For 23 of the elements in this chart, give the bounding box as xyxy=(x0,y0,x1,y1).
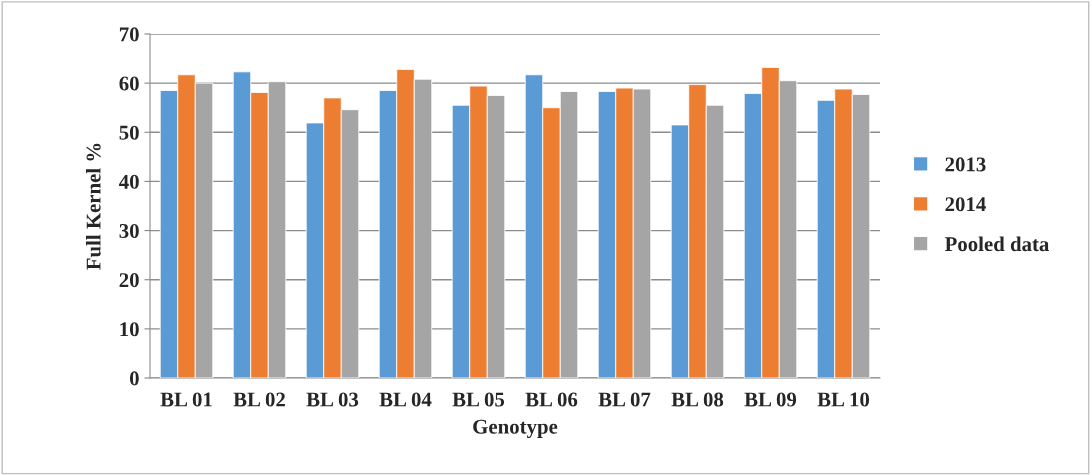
y-tick-label: 10 xyxy=(120,322,139,337)
x-tick-label: BL 08 xyxy=(671,392,724,407)
y-tick-label: 40 xyxy=(119,174,139,189)
y-tick-label: 0 xyxy=(129,371,139,386)
x-tick-label: BL 05 xyxy=(452,392,505,407)
x-tick-label: BL 10 xyxy=(817,392,870,407)
legend-label: Pooled data xyxy=(944,236,1050,252)
y-tick-label: 50 xyxy=(119,125,139,140)
y-tick-label: 60 xyxy=(119,76,139,91)
x-tick-label: BL 09 xyxy=(744,392,797,407)
y-tick-label: 70 xyxy=(119,27,139,42)
x-tick-label: BL 03 xyxy=(306,392,359,407)
x-tick-label: BL 06 xyxy=(525,392,578,407)
x-axis-title: Genotype xyxy=(473,419,558,439)
x-tick-label: BL 01 xyxy=(160,392,212,407)
x-tick-label: BL 04 xyxy=(379,392,432,407)
legend-label: 2013 xyxy=(945,157,986,172)
x-tick-label: BL 07 xyxy=(598,392,651,407)
y-axis-title: Full Kernel % xyxy=(85,143,101,270)
x-tick-label: BL 02 xyxy=(233,392,285,407)
y-tick-label: 30 xyxy=(119,223,139,238)
legend-label: 2014 xyxy=(945,197,986,212)
y-tick-label: 20 xyxy=(119,273,139,288)
